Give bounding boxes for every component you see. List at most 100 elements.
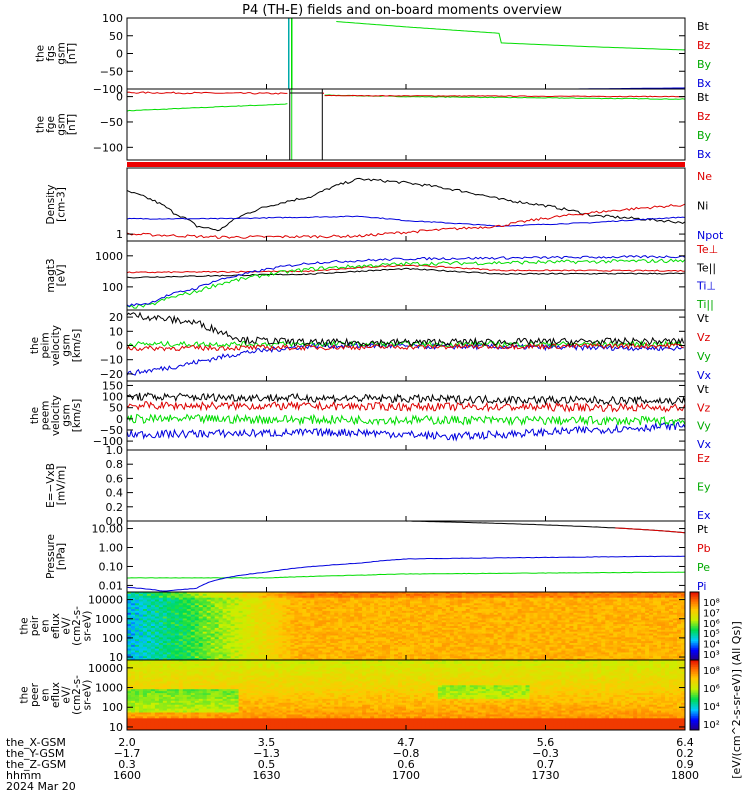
spec-cell: [362, 656, 367, 659]
spec-cell: [481, 593, 487, 597]
spec-cell: [453, 616, 459, 620]
spec-cell: [370, 629, 375, 633]
spec-cell: [342, 656, 347, 659]
spec-cell: [158, 624, 164, 627]
spec-cell: [573, 650, 578, 654]
spec-cell: [270, 612, 276, 616]
spec-cell: [489, 609, 495, 612]
spec-cell: [182, 627, 188, 631]
spec-cell: [501, 641, 507, 644]
spec-cell: [429, 644, 435, 648]
spec-cell: [413, 652, 419, 655]
spec-cell: [358, 627, 363, 631]
spec-cell: [254, 641, 260, 644]
spec-cell: [433, 609, 439, 612]
spec-cell: [166, 601, 172, 604]
spec-cell: [298, 637, 303, 640]
spec-cell: [449, 614, 455, 618]
spec-cell: [433, 627, 439, 631]
spec-cell: [429, 610, 435, 614]
spec-cell: [621, 635, 626, 638]
spec-cell: [461, 616, 467, 620]
spec-cell: [314, 658, 319, 660]
spec-cell: [250, 622, 256, 625]
spec-cell: [609, 605, 614, 608]
spec-cell: [286, 654, 292, 657]
spec-cell: [326, 624, 331, 627]
spec-cell: [158, 599, 164, 603]
spec-cell: [358, 643, 363, 646]
spec-cell: [186, 658, 192, 660]
spec-cell: [262, 641, 268, 644]
spec-cell: [130, 616, 136, 620]
spec-cell: [541, 631, 547, 635]
spec-cell: [194, 656, 200, 659]
spec-cell: [421, 658, 427, 660]
spec-cell: [394, 593, 399, 597]
spec-cell: [274, 603, 280, 606]
spec-cell: [489, 599, 495, 603]
spec-cell: [350, 605, 355, 608]
spec-cell: [402, 612, 407, 616]
spec-cell: [493, 627, 499, 631]
spec-cell: [437, 637, 443, 640]
spec-cell: [318, 610, 323, 614]
spec-cell: [358, 609, 363, 612]
spec-cell: [437, 629, 443, 633]
spec-cell: [501, 616, 507, 620]
spec-cell: [637, 620, 642, 623]
spec-cell: [409, 644, 415, 648]
spec-cell: [226, 609, 232, 612]
spec-cell: [617, 592, 622, 595]
spec-cell: [609, 612, 614, 616]
spec-cell: [322, 656, 327, 659]
spec-cell: [286, 612, 292, 616]
spec-cell: [170, 639, 176, 642]
spec-cell: [485, 633, 491, 637]
spec-cell: [262, 624, 268, 627]
spec-cell: [649, 599, 654, 603]
spec-cell: [210, 603, 216, 606]
spec-cell: [278, 610, 284, 614]
spec-cell: [178, 643, 184, 646]
spec-cell: [178, 637, 184, 640]
spec-cell: [585, 605, 590, 608]
spec-cell: [330, 595, 335, 599]
spec-cell: [521, 609, 527, 612]
spec-cell: [433, 646, 439, 650]
spec-cell: [593, 605, 598, 608]
spec-cell: [473, 609, 479, 612]
ytick-label-efield-1: 0.8: [106, 458, 124, 471]
spec-cell: [358, 620, 363, 623]
spec-cell: [206, 637, 212, 640]
spec-cell: [545, 610, 551, 614]
spec-cell: [270, 603, 276, 606]
spec-cell: [545, 627, 551, 631]
spec-cell: [629, 607, 634, 610]
spec-cell: [354, 650, 359, 654]
spec-cell: [138, 593, 144, 597]
spec-cell: [198, 658, 204, 660]
spec-cell: [390, 607, 395, 610]
spec-cell: [386, 603, 391, 606]
spec-cell: [425, 627, 431, 631]
spec-cell: [581, 658, 586, 660]
spec-cell: [202, 605, 208, 608]
spec-cell: [413, 618, 419, 621]
spec-cell: [429, 643, 435, 646]
spec-cell: [577, 609, 582, 612]
spec-cell: [322, 612, 327, 616]
spec-cell: [130, 618, 136, 621]
spec-cell: [250, 599, 256, 603]
spec-cell: [406, 614, 411, 618]
spec-cell: [485, 629, 491, 633]
spec-cell: [166, 643, 172, 646]
spec-cell: [330, 622, 335, 625]
spec-cell: [553, 620, 559, 623]
spec-cell: [362, 607, 367, 610]
spec-cell: [258, 593, 264, 597]
spec-cell: [541, 629, 547, 633]
spec-cell: [473, 624, 479, 627]
spec-cell: [445, 637, 451, 640]
spec-cell: [417, 592, 423, 595]
